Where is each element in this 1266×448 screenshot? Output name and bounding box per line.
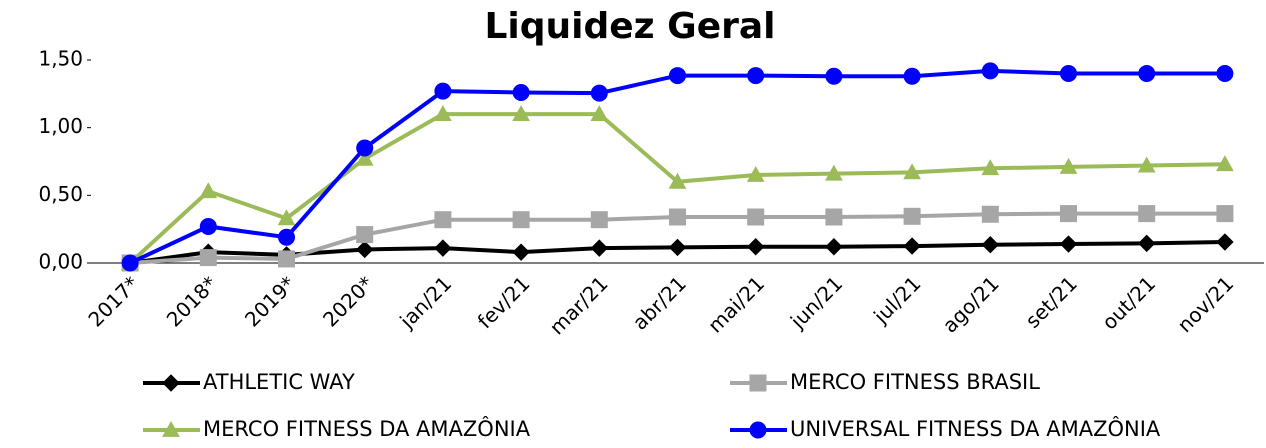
x-tick-label: ago/21 (938, 271, 1004, 337)
data-point (669, 67, 686, 85)
data-point (434, 211, 452, 229)
data-point (1059, 157, 1078, 174)
y-tick-label: 1,00 (38, 114, 83, 138)
data-point (512, 105, 530, 122)
data-point (590, 105, 609, 122)
data-point (1216, 205, 1234, 223)
data-point (747, 208, 765, 226)
data-point (981, 159, 1000, 176)
data-point (199, 182, 218, 199)
chart-title: Liquidez Geral (484, 6, 775, 47)
data-point (278, 250, 295, 268)
legend-marker (749, 421, 767, 439)
data-point (512, 211, 530, 229)
data-point (1216, 65, 1234, 83)
data-point (668, 238, 687, 257)
data-point (981, 236, 1000, 254)
legend-label: UNIVERSAL FITNESS DA AMAZÔNIA (790, 416, 1161, 441)
x-tick-label: mar/21 (545, 271, 613, 339)
data-point (355, 149, 374, 166)
y-tick-label: 1,50 (38, 47, 83, 71)
y-tick-label: 0,00 (38, 250, 83, 274)
data-point (746, 166, 765, 182)
x-tick-label: nov/21 (1173, 271, 1239, 337)
legend-marker (162, 420, 180, 437)
data-point (199, 249, 217, 267)
data-point (825, 164, 843, 181)
data-point (747, 67, 765, 85)
data-point (590, 84, 608, 102)
legend-marker (749, 374, 767, 392)
data-point (981, 205, 999, 223)
data-point (512, 83, 530, 101)
x-tick-label: out/21 (1097, 271, 1160, 334)
data-point (1138, 205, 1156, 223)
legend-label: MERCO FITNESS DA AMAZÔNIA (203, 416, 531, 441)
data-point (903, 207, 921, 225)
data-point (1216, 233, 1234, 251)
data-point (590, 239, 609, 257)
x-tick-label: 2017* (83, 271, 143, 331)
x-tick-label: jul/21 (868, 271, 925, 328)
data-point (356, 139, 374, 157)
data-point (277, 209, 296, 226)
data-point (903, 237, 921, 255)
data-point (356, 226, 374, 244)
x-tick-label: set/21 (1021, 271, 1082, 332)
data-point (1216, 155, 1234, 172)
data-point (355, 240, 374, 259)
x-tick-label: jan/21 (394, 271, 456, 333)
data-point (199, 217, 217, 235)
x-tick-label: 2019* (240, 271, 300, 331)
legend-label: ATHLETIC WAY (203, 370, 355, 394)
x-tick-label: abr/21 (628, 271, 691, 334)
x-tick-label: 2018* (162, 271, 222, 331)
data-point (825, 238, 843, 256)
data-point (278, 228, 295, 246)
data-point (668, 172, 687, 189)
data-point (825, 208, 843, 226)
x-tick-label: jun/21 (785, 271, 847, 333)
data-point (746, 238, 765, 256)
legend-marker (162, 374, 180, 392)
data-point (1060, 205, 1077, 223)
data-point (1060, 65, 1077, 83)
data-point (903, 67, 921, 85)
x-tick-label: fev/21 (473, 271, 535, 333)
data-point (825, 67, 843, 85)
data-point (1138, 65, 1156, 83)
x-tick-label: mai/21 (703, 271, 769, 337)
data-point (1137, 156, 1156, 173)
legend-label: MERCO FITNESS BRASIL (790, 370, 1040, 394)
data-point (434, 82, 452, 100)
x-tick-label: 2020* (318, 271, 378, 331)
data-point (981, 62, 999, 80)
data-point (434, 105, 452, 122)
data-point (1137, 234, 1156, 253)
data-point (434, 239, 452, 257)
y-tick-label: 0,50 (38, 182, 83, 206)
data-point (590, 211, 608, 229)
data-point (903, 163, 921, 180)
data-point (121, 254, 139, 272)
data-point (1059, 235, 1078, 253)
data-point (669, 208, 686, 226)
data-point (512, 243, 530, 261)
